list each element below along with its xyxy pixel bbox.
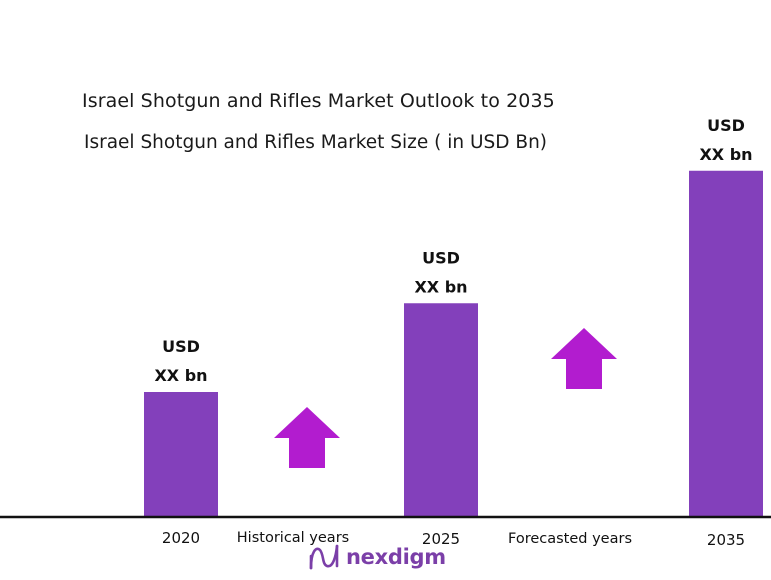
bar-label-currency-2020: USD [162,337,200,356]
nexdigm-logo-mark-icon [309,544,339,570]
bar-label-value-2035: XX bn [699,145,752,164]
arrows-layer [274,328,617,468]
x-tick-label-2020: 2020 [162,529,200,547]
chart-title: Israel Shotgun and Rifles Market Outlook… [82,90,555,112]
bar-2020 [144,392,218,517]
x-tick-label-2035: 2035 [707,531,745,549]
historical-growth-arrow-icon [274,407,340,468]
bar-2035 [689,170,763,517]
labels-layer: USD XX bn 2020 USD XX bn 2025 USD XX bn 2035 Hist… [154,116,752,549]
bar-label-value-2025: XX bn [414,277,467,296]
bar-2025 [404,303,478,517]
bar-label-value-2020: XX bn [154,366,207,385]
nexdigm-logo-text: nexdigm [346,545,446,569]
bar-label-currency-2035: USD [707,116,745,135]
chart-subtitle: Israel Shotgun and Rifles Market Size ( … [84,132,548,153]
x-tick-label-2025: 2025 [422,530,460,548]
nexdigm-logo: nexdigm [308,542,446,572]
bar-label-currency-2025: USD [422,248,460,267]
forecast-growth-arrow-icon [551,328,617,389]
period-label-forecasted: Forecasted years [508,531,632,547]
period-label-historical: Historical years [237,530,349,546]
bars-layer [144,170,763,517]
